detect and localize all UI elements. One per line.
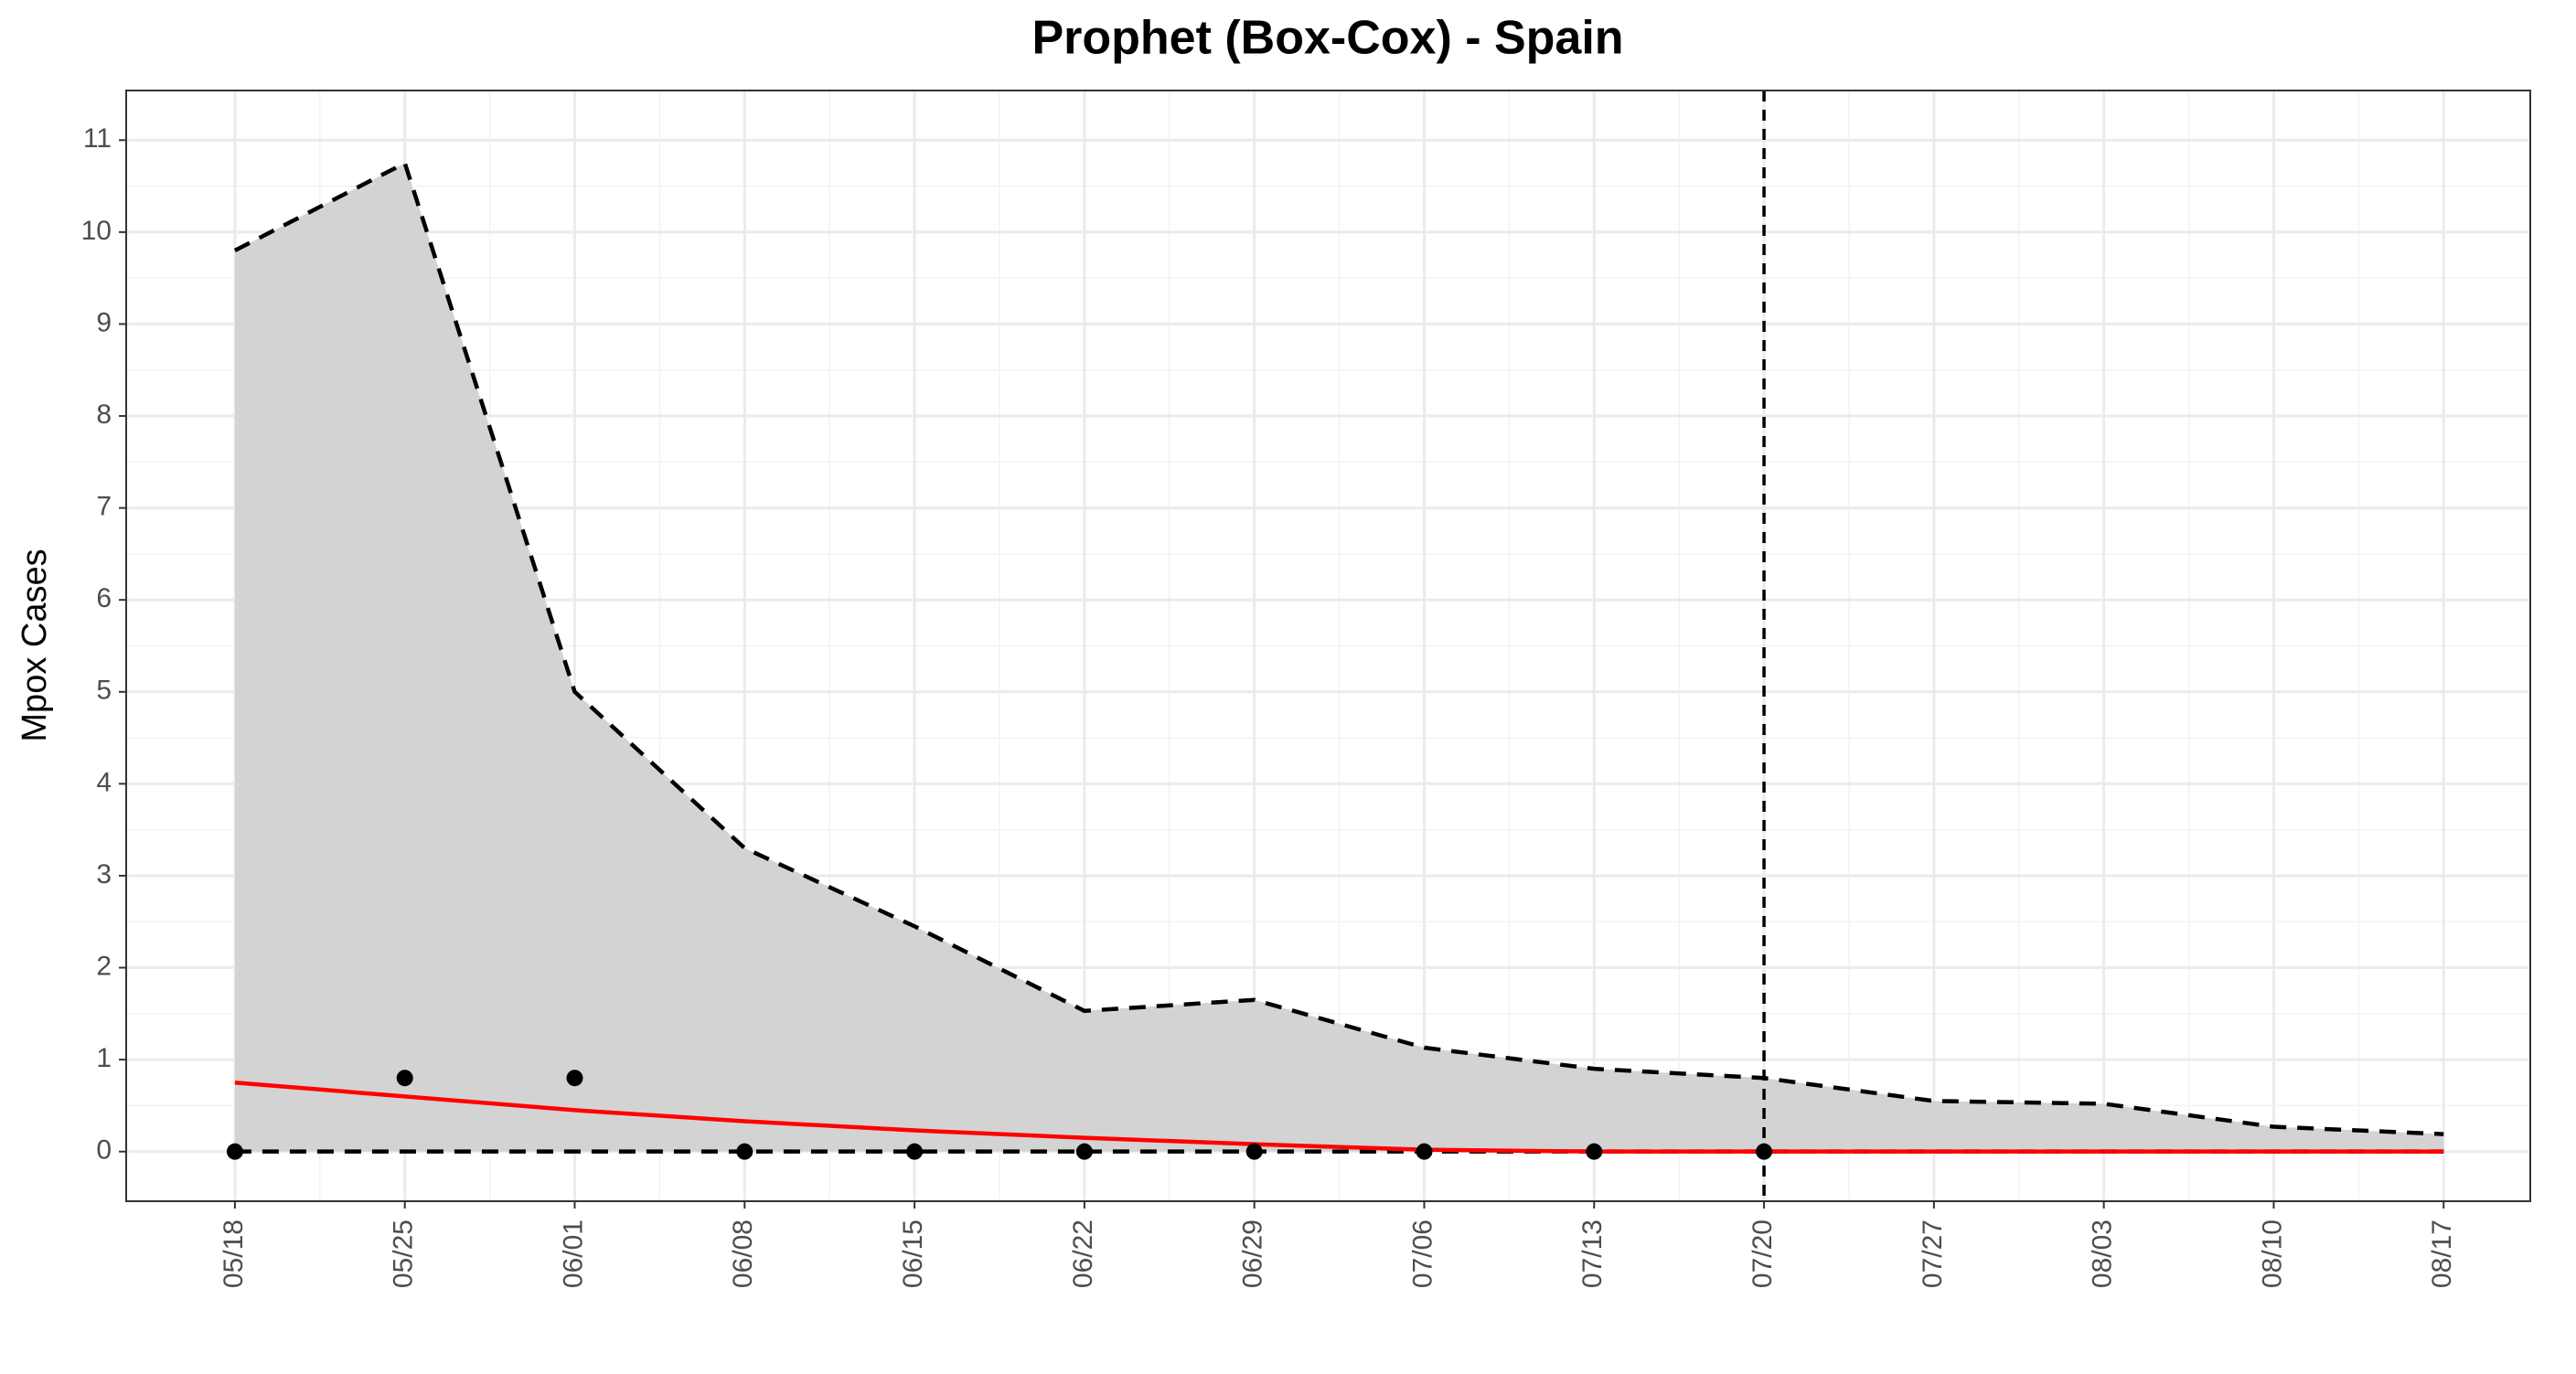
x-tick-label: 08/17 xyxy=(2427,1220,2457,1288)
x-tick-label: 06/08 xyxy=(728,1220,758,1288)
x-tick-label: 07/13 xyxy=(1577,1220,1608,1288)
x-tick-label: 08/10 xyxy=(2257,1220,2287,1288)
x-tick-label: 06/29 xyxy=(1238,1220,1268,1288)
chart-title: Prophet (Box-Cox) - Spain xyxy=(1031,12,1623,65)
observed-point xyxy=(226,1143,243,1160)
y-tick-label: 11 xyxy=(83,123,112,154)
x-tick-label: 05/25 xyxy=(389,1220,419,1288)
observed-point xyxy=(906,1143,924,1160)
x-tick-label: 06/01 xyxy=(558,1220,588,1288)
y-tick-label: 2 xyxy=(96,951,112,981)
y-tick-label: 10 xyxy=(81,216,112,246)
panel-border xyxy=(125,90,2531,1202)
x-tick-label: 08/03 xyxy=(2088,1220,2118,1288)
x-tick-label: 07/06 xyxy=(1407,1220,1438,1288)
observed-point xyxy=(396,1070,413,1087)
y-tick-label: 8 xyxy=(96,399,112,430)
x-tick-label: 07/20 xyxy=(1748,1220,1778,1288)
observed-point xyxy=(566,1070,583,1087)
observed-point xyxy=(736,1143,754,1160)
y-tick-label: 6 xyxy=(96,583,112,613)
y-tick-label: 9 xyxy=(96,307,112,337)
observed-point xyxy=(1586,1143,1603,1160)
x-tick-label: 05/18 xyxy=(219,1220,249,1288)
y-tick-label: 4 xyxy=(96,767,112,797)
y-tick-label: 3 xyxy=(96,859,112,889)
x-tick-label: 06/22 xyxy=(1068,1220,1098,1288)
y-tick-label: 0 xyxy=(96,1135,112,1166)
y-axis-title: Mpox Cases xyxy=(16,549,54,741)
observed-point xyxy=(1075,1143,1093,1160)
observed-point xyxy=(1245,1143,1263,1160)
y-tick-label: 7 xyxy=(96,492,112,522)
forecast-line xyxy=(234,1081,2444,1154)
x-tick-label: 07/27 xyxy=(1918,1220,1948,1288)
confidence-band xyxy=(234,163,2444,1152)
observed-point xyxy=(1416,1143,1433,1160)
observed-point xyxy=(1756,1143,1773,1160)
y-tick-label: 5 xyxy=(96,676,112,706)
x-tick-label: 06/15 xyxy=(898,1220,928,1288)
y-tick-label: 1 xyxy=(96,1043,112,1073)
